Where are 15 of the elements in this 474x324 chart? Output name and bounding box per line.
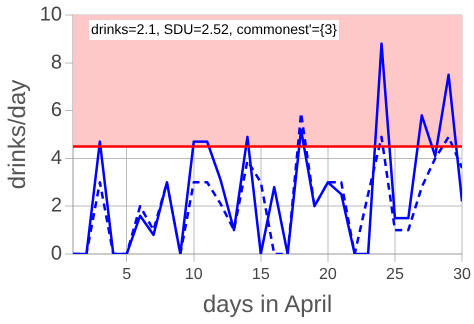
x-tick-label: 15 <box>252 266 270 284</box>
x-tick-label: 25 <box>386 266 404 284</box>
y-tick-label: 2 <box>50 194 62 217</box>
x-tick-label: 30 <box>453 266 471 284</box>
y-tick-label: 8 <box>50 51 62 74</box>
x-tick-label: 5 <box>122 266 132 284</box>
y-tick-label: 0 <box>50 242 62 265</box>
y-axis-title: drinks/day <box>4 80 32 190</box>
annotation: drinks=2.1, SDU=2.52, commonest'={3} <box>91 20 338 37</box>
x-tick-label: 20 <box>318 266 337 284</box>
x-axis-title: days in April <box>202 291 332 318</box>
y-tick-label: 6 <box>50 99 62 122</box>
x-tick-label: 10 <box>184 266 203 284</box>
y-tick-label: 4 <box>50 146 62 169</box>
y-tick-label: 10 <box>40 4 62 26</box>
